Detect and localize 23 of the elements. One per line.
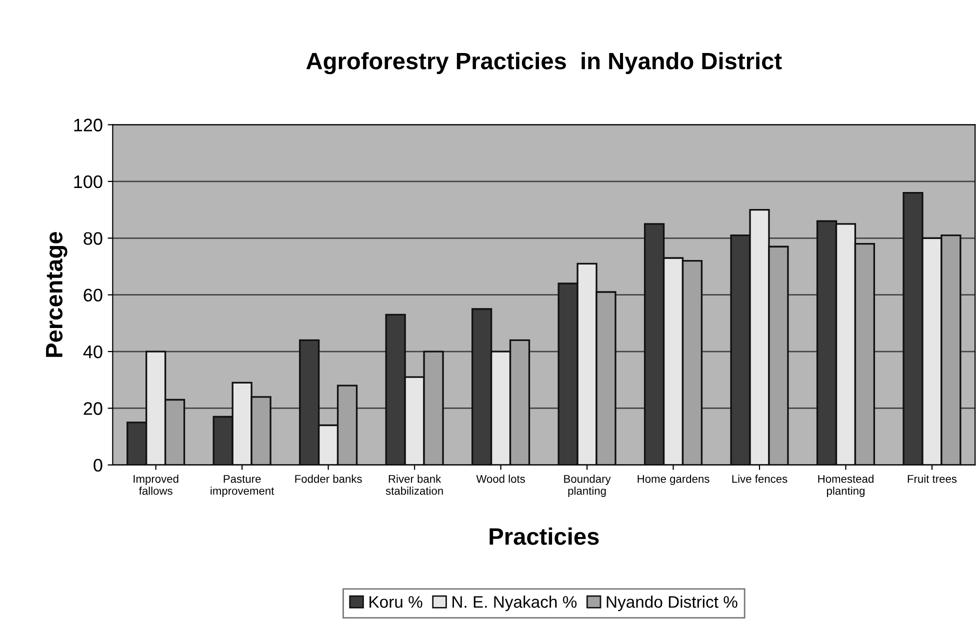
x-tick-label: Boundary planting [564,474,611,497]
x-tick-label: Wood lots [476,474,525,483]
chart-title: Agroforestry Practicies in Nyando District [306,52,782,74]
y-tick-label: 20 [84,402,102,415]
x-tick-label: Fodder banks [295,474,362,483]
y-tick-label: 120 [74,118,102,132]
legend-label: Koru % [370,596,422,608]
y-tick-label: 80 [84,232,102,245]
x-tick-label: Improved fallows [134,474,178,495]
y-tick-label: 40 [83,345,102,358]
x-tick-label: Fruit trees [908,474,957,483]
y-tick-label: 100 [74,175,102,188]
y-tick-label: 0 [94,458,102,472]
x-tick-label: River bank stabilization [386,474,443,495]
x-tick-label: Live fences [732,474,788,483]
x-tick-label: Home gardens [638,474,710,486]
legend-label: N. E. Nyakach % [452,596,577,612]
y-axis-title: Percentage [46,232,68,357]
x-axis-title: Practicies [490,528,599,545]
y-tick-label: 60 [84,288,102,302]
x-tick-label: Homestead planting [818,474,874,497]
legend-label: Nyando District % [606,596,738,612]
x-tick-label: Pasture improvement [210,475,274,497]
